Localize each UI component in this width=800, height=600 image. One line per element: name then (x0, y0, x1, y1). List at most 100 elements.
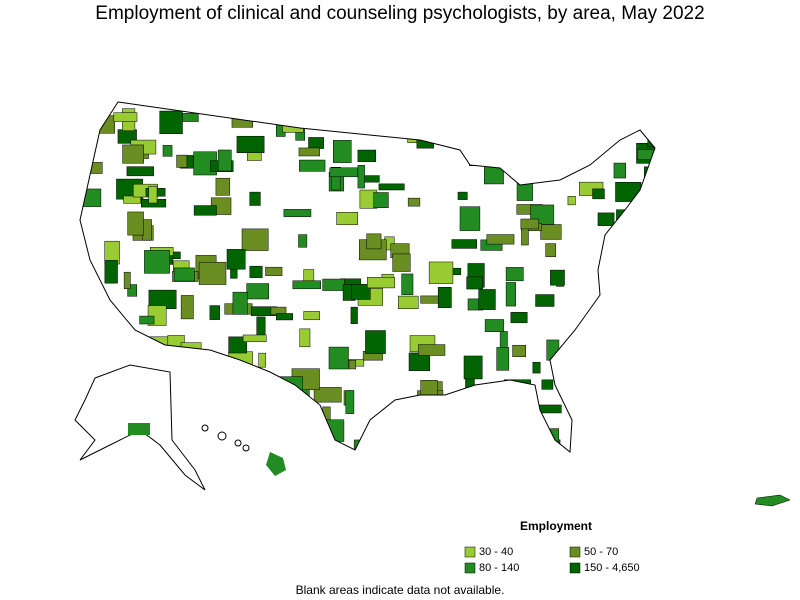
area (329, 167, 359, 178)
area (249, 265, 263, 278)
area (653, 247, 655, 267)
area (299, 328, 311, 348)
area (484, 319, 505, 332)
area (144, 250, 170, 274)
area (457, 115, 484, 129)
area (159, 110, 183, 134)
area (313, 387, 342, 403)
area (609, 393, 628, 401)
area (512, 344, 526, 358)
area (416, 136, 434, 149)
area (463, 355, 483, 380)
footnote: Blank areas indicate data not available. (296, 583, 505, 597)
area (345, 390, 355, 414)
legend-label: 50 - 70 (584, 546, 618, 558)
area (305, 402, 317, 418)
area (232, 291, 248, 315)
area (505, 267, 524, 282)
area (336, 212, 358, 225)
area (657, 320, 673, 332)
area (256, 316, 266, 336)
area (113, 112, 138, 122)
area (276, 313, 293, 321)
area (613, 162, 626, 179)
area (520, 218, 540, 230)
area (616, 209, 625, 232)
area (366, 233, 382, 250)
area (490, 388, 515, 414)
area (535, 294, 555, 307)
area (249, 191, 261, 206)
area (392, 253, 411, 272)
map-title: Employment of clinical and counseling ps… (95, 3, 704, 24)
area (105, 414, 115, 431)
legend: 30 - 40 50 - 70 80 - 140 150 - 4,650 (464, 546, 640, 574)
area (193, 205, 217, 216)
area (496, 347, 510, 371)
area (466, 131, 491, 154)
area (484, 160, 504, 185)
area (565, 111, 588, 135)
area (484, 424, 509, 437)
area (87, 318, 112, 333)
area (550, 269, 565, 286)
area (146, 362, 171, 379)
area (217, 149, 232, 172)
area (459, 206, 481, 231)
area (241, 228, 269, 251)
area (754, 494, 791, 507)
area (586, 110, 604, 124)
area (113, 407, 121, 420)
area (330, 167, 341, 191)
area (545, 243, 557, 257)
area (114, 388, 123, 397)
area (428, 261, 454, 284)
area (350, 306, 358, 324)
area (450, 394, 466, 419)
area (439, 105, 462, 130)
area (322, 278, 345, 291)
area (258, 352, 266, 368)
area (242, 334, 267, 342)
area (176, 154, 188, 168)
area (365, 330, 386, 354)
area (348, 359, 357, 370)
area (532, 439, 561, 452)
area (535, 118, 554, 131)
area (363, 175, 380, 183)
area (616, 253, 637, 278)
area (139, 315, 155, 325)
area (215, 371, 241, 395)
area (380, 416, 401, 424)
area (397, 295, 419, 309)
area (127, 284, 137, 297)
area (387, 423, 395, 443)
area (265, 266, 283, 276)
area (394, 105, 418, 120)
area (466, 276, 483, 290)
area (123, 271, 131, 290)
area (351, 284, 371, 300)
area (650, 231, 655, 256)
area (242, 429, 252, 447)
area (353, 439, 376, 452)
area (266, 452, 286, 476)
area (485, 434, 507, 448)
area (591, 436, 614, 450)
area (89, 434, 116, 448)
area (597, 212, 615, 226)
area (328, 346, 349, 370)
legend-swatch (464, 546, 476, 558)
area (207, 353, 216, 361)
us-outline (79, 101, 656, 453)
area (532, 361, 541, 374)
area (533, 112, 556, 132)
area (373, 192, 389, 209)
area (299, 159, 326, 172)
legend-label: 30 - 40 (479, 546, 513, 558)
area (184, 399, 201, 418)
area (505, 434, 533, 444)
area (319, 419, 345, 442)
area (592, 188, 605, 200)
area (173, 267, 195, 282)
